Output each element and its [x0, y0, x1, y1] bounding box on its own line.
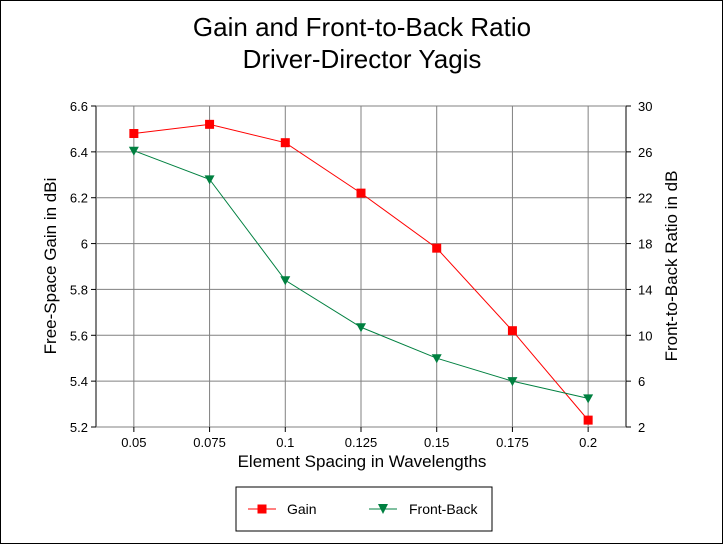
gain-point [356, 188, 366, 198]
front-back-point [507, 377, 518, 387]
y2-tick-label: 10 [638, 328, 652, 343]
axis-ticks: 5.25.45.65.866.26.46.6261014182226300.05… [70, 99, 653, 450]
x-tick-label: 0.1 [276, 435, 294, 450]
front-back-point [431, 354, 442, 364]
gain-point [583, 415, 593, 425]
y2-axis-title: Front-to-Back Ratio in dB [662, 171, 681, 362]
x-tick-label: 0.075 [193, 435, 226, 450]
gain-point [129, 129, 139, 139]
y2-tick-label: 26 [638, 145, 652, 160]
y-tick-label: 6 [81, 237, 88, 252]
y2-tick-label: 6 [638, 374, 645, 389]
front-back-point [280, 276, 291, 286]
y2-tick-label: 22 [638, 191, 652, 206]
front-back-point [128, 146, 139, 156]
y2-tick-label: 30 [638, 99, 652, 114]
y2-tick-label: 18 [638, 237, 652, 252]
front-back-point [356, 323, 366, 333]
y-axis-title: Free-Space Gain in dBi [41, 178, 60, 355]
x-tick-label: 0.175 [496, 435, 529, 450]
y-tick-label: 6.2 [70, 191, 88, 206]
front-back-point [583, 394, 594, 404]
x-axis-title: Element Spacing in Wavelengths [238, 452, 487, 471]
gain-point [432, 243, 442, 253]
chart-subtitle: Driver-Director Yagis [243, 44, 482, 74]
y-tick-label: 5.2 [70, 420, 88, 435]
y-tick-label: 5.6 [70, 328, 88, 343]
chart-title: Gain and Front-to-Back Ratio [193, 12, 531, 42]
y2-tick-label: 14 [638, 282, 652, 297]
legend-gain-marker [257, 504, 267, 514]
legend-frontback-marker [378, 504, 388, 514]
y-tick-label: 5.8 [70, 282, 88, 297]
front-back-point [204, 175, 215, 185]
legend: Gain Front-Back [235, 486, 493, 532]
y-tick-label: 6.6 [70, 99, 88, 114]
x-tick-label: 0.2 [579, 435, 597, 450]
gain-point [507, 326, 517, 336]
gain-point [280, 138, 290, 148]
legend-frontback-label: Front-Back [409, 501, 478, 517]
gain-point [205, 119, 215, 129]
y-tick-label: 5.4 [70, 374, 88, 389]
legend-gain-label: Gain [287, 501, 317, 517]
series-layer [128, 119, 594, 425]
y2-tick-label: 2 [638, 420, 645, 435]
x-tick-label: 0.125 [345, 435, 378, 450]
grid-lines [96, 105, 626, 428]
x-tick-label: 0.05 [121, 435, 146, 450]
y-tick-label: 6.4 [70, 145, 88, 160]
x-tick-label: 0.15 [424, 435, 449, 450]
legend-box [235, 486, 493, 532]
